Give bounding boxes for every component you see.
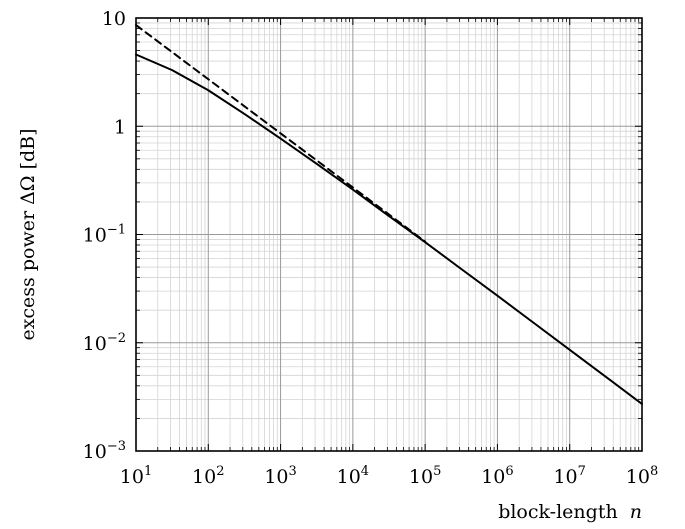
series-line-solid <box>135 53 643 405</box>
y-tick-labels: 10 1 10−1 10−2 10−3 <box>83 8 126 463</box>
y-tick-label: 10−3 <box>83 439 126 463</box>
x-tick-label: 106 <box>481 464 513 488</box>
y-axis-label: excess power ΔΩ [dB] <box>17 128 39 340</box>
x-tick-labels: 101 102 103 104 105 106 107 108 <box>120 464 658 488</box>
ticks-layer <box>135 17 643 452</box>
y-tick-label: 10 <box>102 8 126 30</box>
x-tick-label: 108 <box>626 464 658 488</box>
x-axis-label: block-length n <box>498 501 642 523</box>
y-tick-label: 1 <box>114 116 126 138</box>
x-tick-label: 101 <box>120 464 152 488</box>
series-layer <box>135 24 643 405</box>
x-axis-label-var: n <box>630 501 642 523</box>
x-axis-label-text: block-length <box>498 501 618 523</box>
x-tick-label: 104 <box>337 464 369 488</box>
y-tick-label: 10−2 <box>83 331 126 355</box>
x-tick-label: 103 <box>264 464 296 488</box>
y-tick-label: 10−1 <box>83 223 126 247</box>
x-tick-label: 102 <box>192 464 224 488</box>
x-tick-label: 105 <box>409 464 441 488</box>
x-tick-label: 107 <box>553 464 585 488</box>
series-line-dashed <box>135 24 427 243</box>
